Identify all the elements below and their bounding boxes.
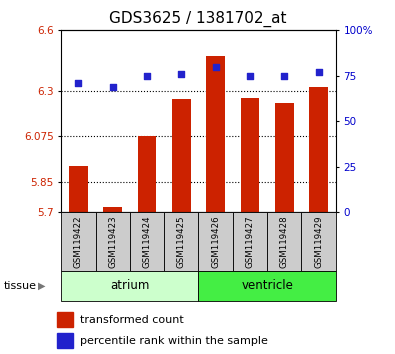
Bar	[61, 212, 96, 271]
Bar	[198, 212, 233, 271]
Bar	[206, 56, 225, 212]
Bar	[96, 212, 130, 271]
Text: GSM119428: GSM119428	[280, 215, 289, 268]
Text: ventricle: ventricle	[241, 279, 293, 292]
Bar	[309, 87, 328, 212]
Text: transformed count: transformed count	[80, 315, 184, 325]
Point	[316, 69, 322, 75]
Point	[109, 84, 116, 90]
Point	[178, 71, 184, 77]
Point	[247, 73, 253, 79]
Bar	[103, 207, 122, 212]
Bar	[301, 212, 336, 271]
Bar	[137, 136, 156, 212]
Bar	[241, 98, 260, 212]
Point	[144, 73, 150, 79]
Text: GSM119426: GSM119426	[211, 215, 220, 268]
Bar	[164, 212, 199, 271]
Text: tissue: tissue	[4, 281, 37, 291]
Text: GSM119423: GSM119423	[108, 215, 117, 268]
Text: GDS3625 / 1381702_at: GDS3625 / 1381702_at	[109, 11, 286, 27]
Bar	[267, 212, 301, 271]
Bar	[69, 166, 88, 212]
Text: GSM119425: GSM119425	[177, 215, 186, 268]
Point	[213, 64, 219, 69]
Bar	[275, 103, 294, 212]
Bar	[57, 312, 73, 327]
Text: GSM119424: GSM119424	[143, 215, 152, 268]
Text: GSM119429: GSM119429	[314, 215, 323, 268]
Text: percentile rank within the sample: percentile rank within the sample	[80, 336, 268, 346]
Bar	[233, 212, 267, 271]
Point	[281, 73, 288, 79]
Text: GSM119422: GSM119422	[74, 215, 83, 268]
Point	[75, 80, 81, 86]
Bar	[61, 271, 198, 301]
Bar	[198, 271, 336, 301]
Text: ▶: ▶	[38, 281, 45, 291]
Bar	[172, 99, 191, 212]
Text: atrium: atrium	[110, 279, 150, 292]
Bar	[57, 333, 73, 348]
Text: GSM119427: GSM119427	[245, 215, 254, 268]
Bar	[130, 212, 164, 271]
